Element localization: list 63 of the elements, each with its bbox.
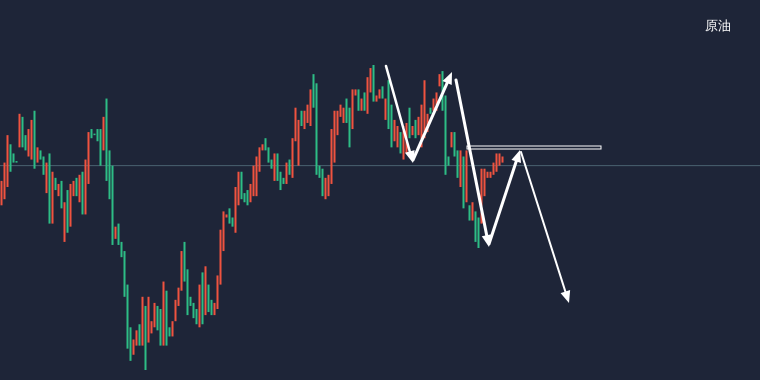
candlestick <box>114 226 116 239</box>
candlestick <box>34 110 36 169</box>
candlestick <box>378 89 380 99</box>
candlestick <box>64 202 66 242</box>
candlestick <box>438 74 440 86</box>
candlestick <box>382 86 384 99</box>
candlestick <box>58 184 60 196</box>
candlestick <box>46 162 48 194</box>
candlestick <box>430 108 432 114</box>
candlestick <box>82 172 84 214</box>
candlestick <box>162 282 164 346</box>
candlestick <box>70 184 72 227</box>
candlestick <box>300 110 302 126</box>
candlestick <box>288 160 290 175</box>
candlestick <box>400 132 402 154</box>
candlestick <box>100 129 102 166</box>
candlestick <box>358 89 360 111</box>
candlestick <box>204 266 206 316</box>
candlestick <box>372 65 374 102</box>
candlestick <box>384 98 386 120</box>
candlestick <box>502 156 504 163</box>
candlestick <box>342 108 344 123</box>
candlestick <box>52 172 54 224</box>
candlestick <box>78 174 80 202</box>
candlestick <box>450 132 452 148</box>
candlestick <box>160 309 162 346</box>
candlestick <box>198 284 200 328</box>
candlestick <box>352 89 354 130</box>
candlestick <box>412 126 414 136</box>
candlestick <box>240 172 242 200</box>
candlestick <box>144 306 146 370</box>
candlestick <box>18 114 20 148</box>
candlestick <box>102 116 104 150</box>
candlestick <box>208 284 210 312</box>
candlestick <box>202 272 204 324</box>
candlestick <box>148 296 150 343</box>
candlestick <box>54 178 56 190</box>
candlestick <box>10 144 12 172</box>
candlestick <box>66 190 68 233</box>
candlestick <box>324 178 326 200</box>
candlestick <box>274 153 276 181</box>
candlestick <box>246 190 248 206</box>
candlestick <box>138 324 140 346</box>
candlestick <box>142 296 144 346</box>
candlestick <box>364 92 366 111</box>
candlestick <box>36 147 38 163</box>
candlestick <box>166 290 168 346</box>
candlestick <box>22 116 24 148</box>
candlestick <box>48 153 50 224</box>
text: 原油 <box>705 19 731 34</box>
candlestick <box>30 120 32 160</box>
candlestick <box>228 208 230 224</box>
candlestick <box>360 98 362 111</box>
candlestick <box>310 89 312 126</box>
candlestick <box>414 120 416 138</box>
candlestick <box>60 180 62 208</box>
candlestick <box>286 162 288 184</box>
candlestick <box>172 321 174 336</box>
candlestick <box>408 108 410 138</box>
candlestick <box>322 168 324 196</box>
candlestick <box>496 153 498 172</box>
candlestick <box>76 178 78 196</box>
candlestick <box>90 129 92 138</box>
